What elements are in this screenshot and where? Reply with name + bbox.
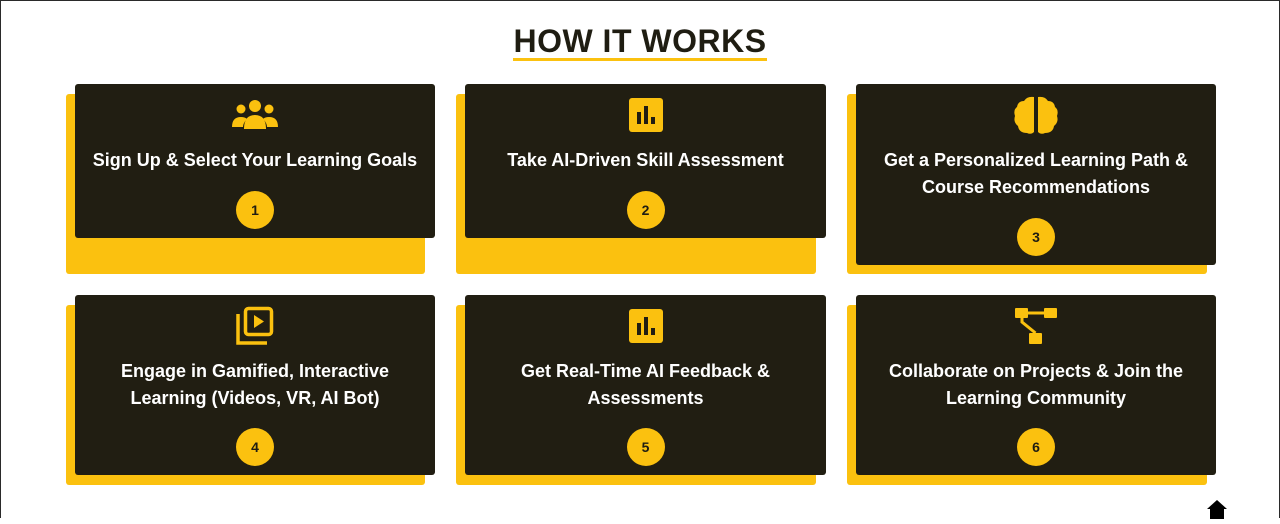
step-label: Collaborate on Projects & Join the Learn…	[888, 361, 1184, 408]
step-label: Engage in Gamified, Interactive Learning…	[120, 361, 390, 408]
step-label: Take AI-Driven Skill Assessment	[507, 150, 784, 170]
card-body: Get Real-Time AI Feedback & Assessments …	[465, 295, 826, 475]
step-label: Get Real-Time AI Feedback & Assessments	[520, 361, 771, 408]
home-icon[interactable]	[1206, 499, 1228, 519]
step-number-badge: 2	[626, 191, 665, 229]
step-label: Get a Personalized Learning Path & Cours…	[883, 150, 1189, 197]
step-number-badge: 4	[236, 428, 274, 466]
step-number-badge: 6	[1017, 428, 1055, 466]
brain-icon	[856, 96, 1216, 134]
section-header: HOW IT WORKS	[0, 24, 1280, 61]
bar-chart-icon	[465, 96, 826, 134]
card-body: Take AI-Driven Skill Assessment 2	[465, 84, 826, 238]
users-icon	[75, 96, 435, 134]
step-number-badge: 5	[626, 428, 665, 466]
step-number-badge: 1	[236, 191, 274, 229]
card-body: Get a Personalized Learning Path & Cours…	[856, 84, 1216, 265]
step-number-badge: 3	[1017, 218, 1055, 256]
workflow-icon	[856, 307, 1216, 345]
card-body: Collaborate on Projects & Join the Learn…	[856, 295, 1216, 475]
card-body: Sign Up & Select Your Learning Goals 1	[75, 84, 435, 238]
card-body: Engage in Gamified, Interactive Learning…	[75, 295, 435, 475]
bar-chart-icon	[465, 307, 826, 345]
step-label: Sign Up & Select Your Learning Goals	[92, 150, 418, 170]
section-title: HOW IT WORKS	[513, 23, 767, 61]
video-library-icon	[75, 306, 435, 345]
